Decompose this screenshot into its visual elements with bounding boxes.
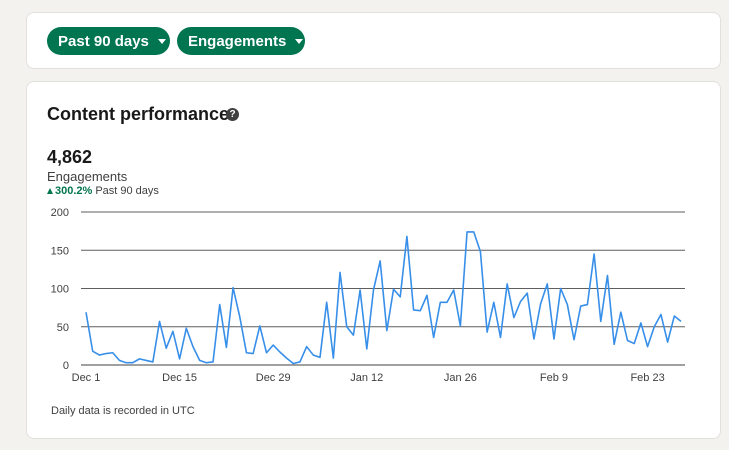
total-engagements-value: 4,862 xyxy=(47,147,93,167)
section-title: Content performance xyxy=(47,104,230,124)
content-performance-card: Content performance ? 4,862 Engagements … xyxy=(26,81,721,439)
utc-footnote: Daily data is recorded in UTC xyxy=(51,405,195,417)
x-tick-label: Dec 1 xyxy=(72,372,101,384)
x-tick-label: Jan 12 xyxy=(350,372,383,384)
y-tick-label: 100 xyxy=(51,284,69,296)
caret-down-icon xyxy=(295,39,304,44)
x-tick-label: Jan 26 xyxy=(444,372,477,384)
filter-bar: Past 90 days Engagements xyxy=(26,12,721,69)
date-range-label: Past 90 days xyxy=(58,32,149,50)
y-tick-label: 0 xyxy=(63,360,69,372)
triangle-up-icon xyxy=(47,188,53,194)
question-circle-icon[interactable]: ? xyxy=(226,108,239,121)
x-tick-label: Feb 9 xyxy=(540,372,568,384)
trend-indicator: 300.2% Past 90 days xyxy=(47,185,159,197)
y-tick-label: 50 xyxy=(57,322,69,334)
total-engagements-label: Engagements xyxy=(47,169,128,184)
x-tick-label: Feb 23 xyxy=(630,372,664,384)
change-period: Past 90 days xyxy=(95,185,159,197)
date-range-dropdown[interactable]: Past 90 days xyxy=(47,27,170,55)
engagements-line-chart[interactable]: 0 50 100 150 200 Dec 1 Dec 15 Dec 29 Jan 12 Jan 2… xyxy=(27,82,722,392)
y-tick-label: 200 xyxy=(51,207,69,219)
y-tick-label: 150 xyxy=(51,245,69,257)
series-line xyxy=(85,231,682,365)
change-percent: 300.2% xyxy=(55,185,93,197)
metric-label: Engagements xyxy=(188,32,287,50)
x-tick-label: Dec 29 xyxy=(256,372,291,384)
metric-dropdown[interactable]: Engagements xyxy=(177,27,305,55)
x-tick-label: Dec 15 xyxy=(162,372,197,384)
caret-down-icon xyxy=(157,39,166,44)
